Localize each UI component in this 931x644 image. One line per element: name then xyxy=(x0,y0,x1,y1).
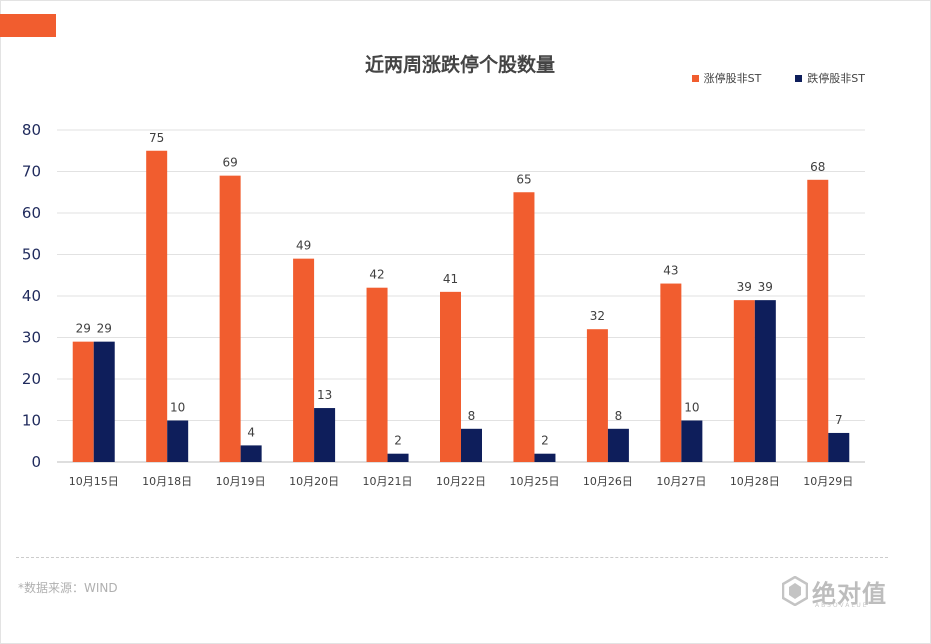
accent-bar xyxy=(0,14,56,37)
y-tick-label: 10 xyxy=(22,412,41,430)
bar-limit-up xyxy=(513,192,535,462)
data-label-limit-down: 10 xyxy=(684,401,699,415)
data-label-limit-up: 68 xyxy=(810,160,825,174)
bar-limit-up xyxy=(219,175,241,462)
x-tick-label: 10月18日 xyxy=(142,475,192,488)
data-label-limit-up: 69 xyxy=(222,156,237,170)
bar-limit-up xyxy=(146,150,168,462)
legend-label-limit-down: 跌停股非ST xyxy=(807,72,865,85)
x-tick-label: 10月22日 xyxy=(436,475,486,488)
data-label-limit-up: 75 xyxy=(149,131,164,145)
source-note: *数据来源：WIND xyxy=(18,581,118,595)
legend-swatch-limit-up xyxy=(691,74,699,82)
x-tick-label: 10月20日 xyxy=(289,475,339,488)
logo-text: 绝对值 xyxy=(812,580,887,608)
data-label-limit-up: 49 xyxy=(296,239,311,253)
bar-limit-down xyxy=(167,420,189,462)
data-label-limit-down: 29 xyxy=(97,322,112,336)
bar-limit-up xyxy=(440,291,461,462)
x-tick-label: 10月29日 xyxy=(803,475,853,488)
y-tick-label: 30 xyxy=(22,329,41,347)
y-tick-label: 20 xyxy=(22,370,41,388)
bar-limit-down xyxy=(607,428,629,462)
x-tick-label: 10月25日 xyxy=(509,475,559,488)
data-label-limit-down: 2 xyxy=(394,434,402,448)
bar-limit-down xyxy=(534,453,556,462)
bar-limit-down xyxy=(681,420,703,462)
legend-item-limit-down: 跌停股非ST xyxy=(795,70,865,86)
brand-logo: 绝对值 ABSOVALUE xyxy=(782,574,902,614)
logo-subtext: ABSOVALUE xyxy=(815,602,869,609)
y-tick-label: 70 xyxy=(22,163,41,181)
data-label-limit-down: 4 xyxy=(247,425,255,439)
x-tick-label: 10月27日 xyxy=(656,475,706,488)
y-axis: 0 10 20 30 40 50 60 70 80 xyxy=(22,121,41,471)
x-tick-label: 10月15日 xyxy=(69,475,119,488)
bar-limit-up xyxy=(366,287,388,462)
data-label-limit-up: 29 xyxy=(76,322,91,336)
bar-limit-down xyxy=(387,453,409,462)
logo-hexagon-icon xyxy=(782,576,808,606)
legend-label-limit-up: 涨停股非ST xyxy=(703,72,762,85)
y-tick-label: 0 xyxy=(31,453,41,471)
data-label-limit-down: 13 xyxy=(317,388,332,402)
chart-title: 近两周涨跌停个股数量 xyxy=(364,54,555,76)
data-label-limit-up: 43 xyxy=(663,264,678,278)
x-tick-label: 10月21日 xyxy=(363,475,413,488)
data-label-limit-down: 8 xyxy=(468,409,476,423)
bar-limit-down xyxy=(314,408,336,462)
bar-limit-down xyxy=(754,300,776,462)
x-tick-label: 10月26日 xyxy=(583,475,633,488)
bar-limit-down xyxy=(828,432,850,462)
bar-limit-up xyxy=(293,258,315,462)
bar-limit-down xyxy=(240,445,262,462)
legend: 涨停股非ST 跌停股非ST xyxy=(691,70,865,86)
data-label-limit-down: 8 xyxy=(615,409,623,423)
bar-limit-up xyxy=(660,283,682,462)
y-tick-label: 80 xyxy=(22,121,41,139)
data-label-limit-up: 41 xyxy=(443,272,458,286)
footer-divider xyxy=(16,557,888,558)
data-labels: 29 29 75 10 69 4 49 13 42 2 41 8 65 2 32 8 43 10 39 39 68 7 xyxy=(76,131,843,448)
y-tick-label: 50 xyxy=(22,246,41,264)
bars xyxy=(72,150,850,463)
legend-item-limit-up: 涨停股非ST xyxy=(691,70,762,86)
data-label-limit-up: 39 xyxy=(737,280,752,294)
data-label-limit-down: 7 xyxy=(835,413,843,427)
data-label-limit-up: 32 xyxy=(590,309,605,323)
bar-limit-up xyxy=(586,329,608,462)
data-label-limit-down: 39 xyxy=(758,280,773,294)
data-label-limit-down: 2 xyxy=(541,434,549,448)
legend-swatch-limit-down xyxy=(795,74,803,82)
data-label-limit-up: 65 xyxy=(516,172,531,186)
bar-limit-up xyxy=(733,300,755,462)
x-axis: 10月15日 10月18日 10月19日 10月20日 10月21日 10月22日 10月2… xyxy=(69,475,854,488)
data-label-limit-down: 10 xyxy=(170,401,185,415)
bar-limit-up xyxy=(807,179,829,463)
bar-limit-down xyxy=(461,428,482,462)
y-tick-label: 40 xyxy=(22,287,41,305)
x-tick-label: 10月28日 xyxy=(730,475,780,488)
bar-limit-up xyxy=(72,341,94,462)
bar-limit-down xyxy=(93,341,115,462)
x-tick-label: 10月19日 xyxy=(216,475,266,488)
data-label-limit-up: 42 xyxy=(369,268,384,282)
y-tick-label: 60 xyxy=(22,204,41,222)
